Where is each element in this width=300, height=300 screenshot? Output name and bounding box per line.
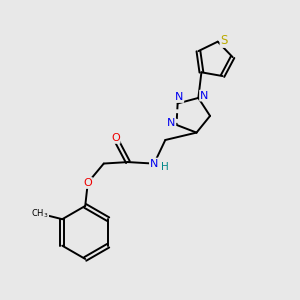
Text: N: N	[150, 158, 158, 169]
Text: CH$_3$: CH$_3$	[31, 207, 48, 220]
Text: N: N	[175, 92, 183, 102]
Text: O: O	[83, 178, 92, 188]
Text: N: N	[200, 91, 208, 100]
Text: O: O	[111, 133, 120, 143]
Text: H: H	[161, 162, 169, 172]
Text: N: N	[167, 118, 176, 128]
Text: S: S	[220, 34, 228, 47]
